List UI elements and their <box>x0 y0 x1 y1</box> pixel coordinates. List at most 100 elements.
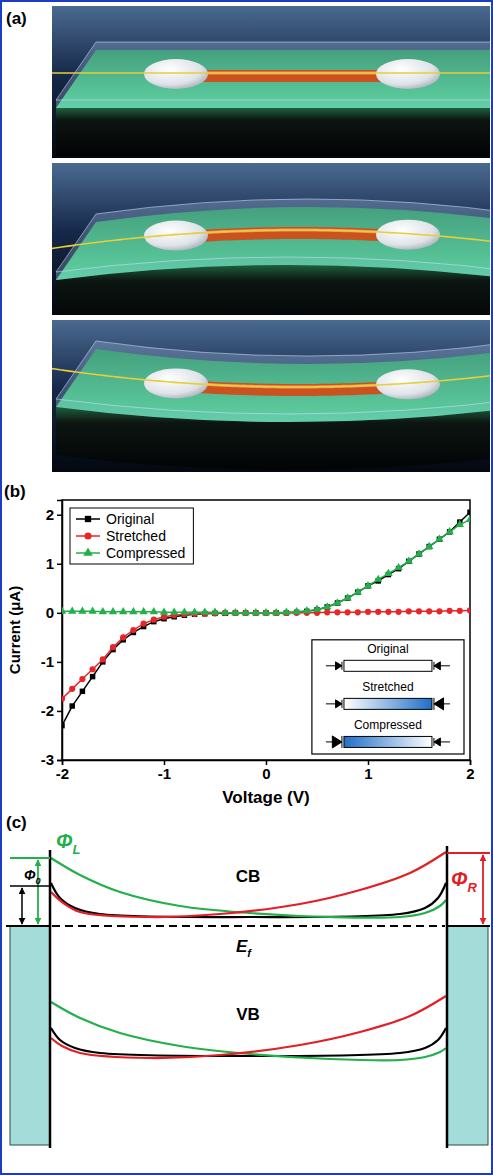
y-tick-label: 2 <box>46 506 54 523</box>
series-marker <box>416 608 422 614</box>
band-diagram: ΦLΦ0ΦREfCBVB <box>6 830 490 1148</box>
series-marker <box>78 607 86 614</box>
y-tick: 0 <box>46 604 62 621</box>
series-marker <box>231 608 239 615</box>
series-marker <box>406 608 412 614</box>
legend-marker <box>84 532 91 539</box>
x-tick-label: 2 <box>466 765 474 782</box>
metal-right <box>447 926 488 1145</box>
y-axis: -3 -2 -1 0 1 2 <box>41 501 63 769</box>
legend-label: Original <box>106 511 154 527</box>
series-marker <box>62 723 65 728</box>
series-marker <box>80 689 85 694</box>
series-marker <box>190 608 198 615</box>
phi-zero-label: Φ0 <box>24 867 41 886</box>
legend-label: Stretched <box>106 528 166 544</box>
inset-wire <box>344 736 432 747</box>
series-marker <box>396 609 402 615</box>
y-tick-mark <box>57 760 62 762</box>
lead-wire <box>52 230 490 248</box>
series-marker <box>69 703 74 708</box>
series-marker <box>457 608 463 614</box>
cb-stretched-curve <box>51 852 446 917</box>
series-marker <box>415 549 423 556</box>
lead-wire <box>52 369 490 387</box>
series-marker <box>201 608 209 615</box>
series-marker <box>241 608 249 615</box>
inset-label: Original <box>367 642 408 656</box>
nanowire <box>180 70 404 82</box>
inset-label: Stretched <box>362 680 413 694</box>
legend-marker <box>85 516 91 522</box>
series-marker <box>445 527 453 534</box>
fermi-label-base: E <box>236 937 248 956</box>
silver-paste <box>144 221 208 251</box>
inset-contact <box>326 700 342 708</box>
silver-paste <box>376 59 440 89</box>
fermi-label: Ef <box>236 937 252 959</box>
series-marker <box>69 686 75 692</box>
inset-contact <box>434 662 450 670</box>
series-marker <box>375 609 381 615</box>
series-marker <box>88 607 96 614</box>
series-marker <box>282 608 290 615</box>
series-marker <box>374 575 382 582</box>
interface-right <box>446 846 449 1148</box>
barrier-zero-arrow <box>21 888 23 924</box>
legend: OriginalStretchedCompressed <box>70 508 193 564</box>
series-marker <box>324 609 330 615</box>
series-marker <box>62 607 66 614</box>
legend-label: Compressed <box>106 545 185 561</box>
y-tick-mark <box>57 711 62 713</box>
series-marker <box>150 607 158 614</box>
y-tick: -3 <box>41 751 62 768</box>
series-marker <box>110 644 116 650</box>
series-marker <box>333 598 341 605</box>
x-tick: -2 <box>56 760 69 782</box>
series-marker <box>141 621 147 627</box>
series-marker <box>364 581 372 588</box>
cb-compressed-curve <box>51 858 446 918</box>
y-tick-mark <box>57 662 62 664</box>
device-scene <box>52 320 490 472</box>
series-marker <box>467 607 470 613</box>
fermi-line-left <box>6 925 50 927</box>
legend-box <box>70 508 193 564</box>
series-marker <box>343 593 351 600</box>
panel-label: (a) <box>6 9 27 28</box>
series-marker <box>100 656 106 662</box>
y-tick: 1 <box>46 555 62 572</box>
series-marker <box>425 542 433 549</box>
series-marker <box>385 609 391 615</box>
series-marker <box>435 534 443 541</box>
series-marker <box>303 606 311 613</box>
x-axis: -2-1012 <box>56 760 475 782</box>
barrier-right-level <box>447 852 490 854</box>
series-marker <box>130 627 136 633</box>
y-tick-label: -3 <box>41 751 54 768</box>
series-marker <box>79 676 85 682</box>
panel-label: (b) <box>4 482 26 501</box>
inset: OriginalStretchedCompressed <box>312 640 464 754</box>
barrier-left-level <box>10 857 50 859</box>
y-tick: -1 <box>41 653 62 670</box>
figure-svg: (a)(b)-2-1012-3-2-1012Voltage (V)Current… <box>0 0 493 1175</box>
phi-right-label-base: Φ <box>451 868 468 890</box>
silver-paste <box>144 59 208 89</box>
series-marker <box>384 569 392 576</box>
y-axis-line <box>57 501 63 761</box>
metal-left <box>10 926 50 1145</box>
y-tick: 2 <box>46 506 62 523</box>
series-marker <box>466 515 470 522</box>
phi-left-label-sub: L <box>72 842 80 857</box>
barrier-left-arrow <box>37 860 39 924</box>
barrier-zero-level <box>10 885 50 887</box>
vb-stretched-curve <box>51 996 446 1058</box>
y-tick-label: 0 <box>46 604 54 621</box>
x-tick-label: 1 <box>364 765 372 782</box>
y-tick: -2 <box>41 702 62 719</box>
series-marker <box>90 674 95 679</box>
y-tick-mark <box>57 613 62 615</box>
phi-right-label-sub: R <box>467 880 477 895</box>
y-tick-label: -1 <box>41 653 54 670</box>
